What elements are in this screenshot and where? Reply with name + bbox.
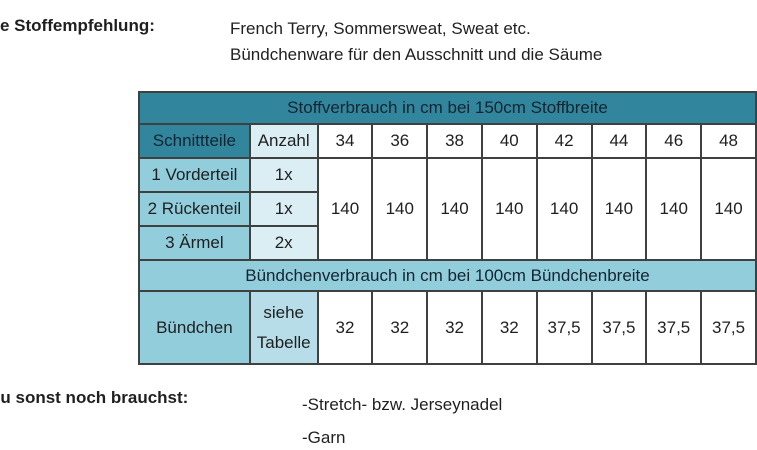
fabric-recommendation-values: French Terry, Sommersweat, Sweat etc. Bü… — [230, 16, 602, 68]
part-count-cell: 2x — [248, 225, 319, 261]
cuff-count-cell: siehe Tabelle — [248, 290, 319, 365]
fabric-value-cell: 140 — [590, 157, 648, 261]
supply-item-needle: -Stretch- bzw. Jerseynadel — [302, 395, 503, 414]
table-band-cuff: Bündchenverbrauch in cm bei 100cm Bündch… — [138, 259, 757, 292]
size-column-header: 46 — [645, 123, 703, 159]
table-row: 2 Rückenteil 1x — [138, 191, 756, 227]
part-name-cell: 3 Ärmel — [138, 225, 251, 261]
cuff-value-cell: 32 — [426, 290, 483, 365]
parts-column-header: Schnittteile — [138, 123, 251, 159]
table-column-header-row: Schnittteile Anzahl 34 36 38 40 42 44 46… — [138, 123, 757, 159]
additional-supplies-label: du sonst noch brauchst: — [0, 388, 189, 407]
count-column-header: Anzahl — [248, 123, 319, 159]
cuff-consumption-header: Bündchenverbrauch in cm bei 100cm Bündch… — [138, 259, 757, 292]
fabric-value-cell: 140 — [371, 157, 429, 261]
fabric-consumption-table: Stoffverbrauch in cm bei 150cm Stoffbrei… — [138, 91, 757, 365]
fabric-value-cell: 140 — [426, 157, 483, 261]
cuff-value-cell: 37,5 — [535, 290, 593, 365]
part-name-cell: 1 Vorderteil — [138, 157, 251, 193]
cuff-count-line2: Tabelle — [256, 332, 311, 352]
fabric-value-cell: 140 — [645, 157, 703, 261]
table-row: 3 Ärmel 2x — [138, 225, 756, 261]
cuff-value-cell: 37,5 — [700, 290, 757, 365]
fabric-consumption-header: Stoffverbrauch in cm bei 150cm Stoffbrei… — [138, 91, 757, 125]
size-column-header: 48 — [700, 123, 757, 159]
cuff-value-cell: 37,5 — [645, 290, 703, 365]
part-name-cell: 2 Rückenteil — [138, 191, 251, 227]
fabric-value-cell: 140 — [700, 157, 757, 261]
size-column-header: 42 — [535, 123, 593, 159]
size-column-header: 34 — [316, 123, 374, 159]
size-column-header: 38 — [426, 123, 483, 159]
fabric-value-cell: 140 — [480, 157, 538, 261]
table-row-cuff: Bündchen siehe Tabelle 32 32 32 32 37,5 … — [138, 290, 757, 365]
part-count-cell: 1x — [248, 157, 319, 193]
fabric-recommendation-line1: French Terry, Sommersweat, Sweat etc. — [230, 19, 531, 38]
cuff-value-cell: 32 — [316, 290, 374, 365]
fabric-recommendation-label: e Stoffempfehlung: — [0, 16, 155, 35]
additional-supplies-list: -Stretch- bzw. Jerseynadel -Garn — [302, 388, 502, 450]
supply-item-thread: -Garn — [302, 428, 346, 447]
cuff-value-cell: 37,5 — [590, 290, 648, 365]
size-column-header: 36 — [371, 123, 429, 159]
fabric-value-cell: 140 — [316, 157, 374, 261]
fabric-recommendation-line2: Bündchenware für den Ausschnitt und die … — [230, 45, 603, 64]
cuff-count-line1: siehe — [263, 302, 304, 322]
size-column-header: 40 — [480, 123, 538, 159]
cuff-value-cell: 32 — [480, 290, 538, 365]
table-row: 1 Vorderteil 1x 140 140 140 140 140 140 … — [138, 157, 757, 261]
part-count-cell: 1x — [248, 191, 319, 227]
size-column-header: 44 — [590, 123, 648, 159]
cuff-value-cell: 32 — [371, 290, 429, 365]
table-band-fabric: Stoffverbrauch in cm bei 150cm Stoffbrei… — [138, 91, 757, 125]
cuff-name-cell: Bündchen — [138, 290, 251, 365]
fabric-value-cell: 140 — [535, 157, 593, 261]
